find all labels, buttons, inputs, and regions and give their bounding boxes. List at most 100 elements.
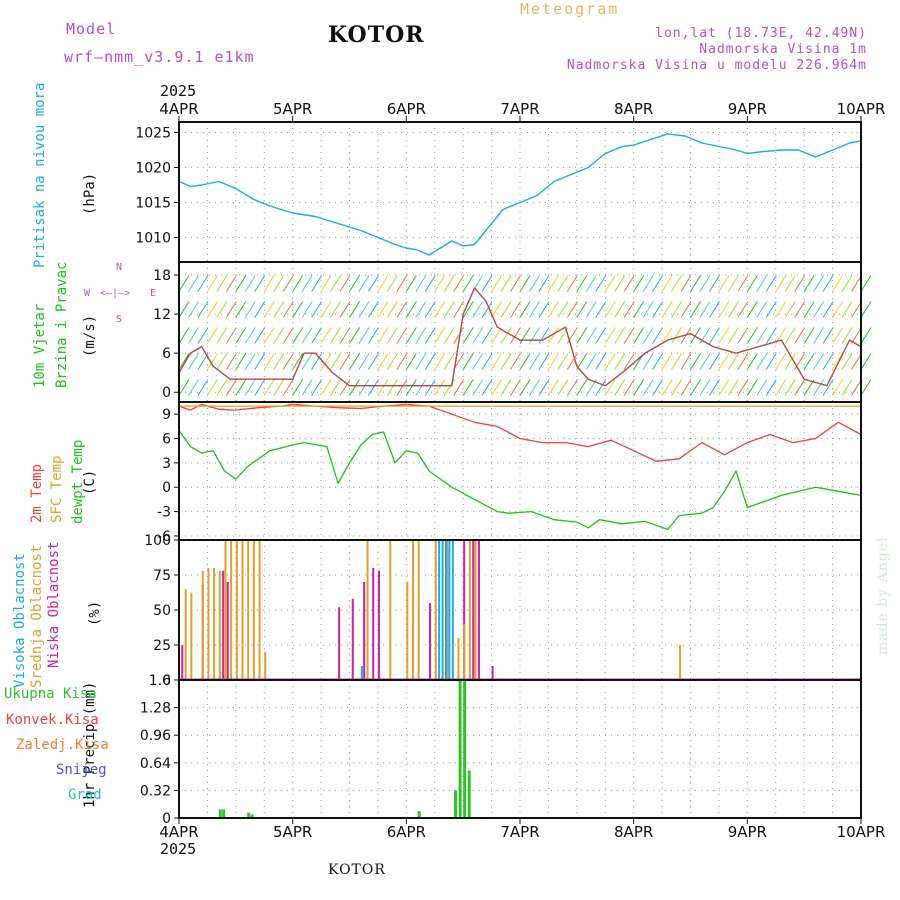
wind-barb (614, 327, 626, 344)
wind-barb (292, 379, 304, 396)
wind-barb (424, 301, 436, 318)
bottom-day-label: 5APR (273, 823, 312, 841)
wind-barb (254, 379, 266, 396)
wind-barb (320, 301, 332, 318)
wind-barb (557, 275, 569, 292)
wind-barb (320, 327, 332, 344)
grid-layer (179, 122, 861, 819)
wind-barb (680, 379, 692, 396)
wind-barb (206, 327, 218, 344)
wind-barb (813, 301, 825, 318)
cloud-mid-bar (457, 638, 460, 680)
precip-ytick-label: 1.28 (140, 701, 171, 717)
precip-ytick-label: 0.64 (140, 756, 171, 772)
wind-barb (661, 353, 673, 370)
wind-barb (491, 353, 503, 370)
wind-barb (263, 301, 275, 318)
wind-barb (188, 327, 199, 344)
wind-barb (472, 301, 484, 318)
wind-barb (434, 379, 446, 396)
wind-barb (330, 379, 341, 396)
precip-total-bar (218, 809, 222, 818)
cloud-high-bar (451, 540, 454, 680)
wind-barb (566, 379, 578, 396)
temp-ytick-label: -6 (157, 529, 171, 545)
precip-ytick-label: 0 (162, 811, 171, 827)
wind-barb (500, 353, 512, 370)
wind-barb (633, 275, 645, 292)
wind-barb (775, 353, 787, 370)
cloud-mid-bar (463, 624, 466, 680)
wind-barb (803, 301, 815, 318)
wind-barb (538, 353, 550, 370)
wind-barb (500, 301, 512, 318)
wind-barb (358, 379, 370, 396)
cloud-ytick-label: 0 (162, 673, 171, 689)
top-day-label: 9APR (728, 100, 767, 118)
cloud-low-bar (363, 582, 366, 680)
wind-barb (547, 301, 559, 318)
wind-barb (737, 353, 749, 370)
wind-barb (775, 275, 787, 292)
wind-barb (680, 301, 692, 318)
wind-barb (623, 275, 635, 292)
wind-barb (813, 327, 825, 344)
wind-barb (453, 327, 465, 344)
wind-barb (746, 301, 758, 318)
precip-ytick-label: 1.6 (149, 673, 171, 689)
wind-barb (709, 301, 720, 318)
wind-barb (282, 353, 294, 370)
wind-barb (254, 301, 266, 318)
wind-barb (405, 327, 417, 344)
wind-barb (529, 301, 540, 318)
cloud-ytick-label: 50 (153, 603, 171, 619)
wind-barb (330, 327, 341, 344)
wind-barb (519, 353, 531, 370)
wind-barb (282, 379, 294, 396)
frame-layer (174, 116, 862, 824)
wind-barb (784, 353, 796, 370)
cloud-low-bar (477, 540, 480, 680)
precip-total-bar (247, 812, 251, 818)
wind-barb (273, 275, 285, 292)
cloud-mid-bar (184, 589, 187, 680)
cloud-low-bar (338, 607, 341, 680)
wind-barb (727, 379, 739, 396)
wind-rose-e: E (150, 288, 157, 299)
precip-legend-freezing: Zaledj.Kisa (16, 737, 109, 753)
wind-barb (727, 327, 739, 344)
cloud-mid-bar (207, 568, 210, 680)
wind-barb (510, 275, 521, 292)
wind-barb (718, 301, 730, 318)
wind-barb (225, 301, 237, 318)
wind-barb (178, 301, 190, 318)
wind-barb (424, 327, 436, 344)
wind-barb (652, 379, 664, 396)
wind-barb (311, 275, 323, 292)
product-title: Meteogram (520, 0, 620, 18)
pressure-ytick-label: 1025 (135, 126, 171, 142)
wind-barb (851, 379, 862, 396)
wind-barb (765, 275, 777, 292)
top-day-label: 4APR (159, 100, 198, 118)
cloud-mid-bar (412, 540, 415, 680)
wind-barb (235, 275, 247, 292)
elevation-info: Nadmorska Visina 1m (699, 42, 867, 57)
wind-barb (813, 379, 825, 396)
wind-barb (690, 327, 701, 344)
wind-barb (216, 275, 228, 292)
wind-ytick-label: 0 (162, 385, 171, 401)
wind-barb (396, 275, 408, 292)
wind-barb (453, 275, 465, 292)
wind-barb (197, 301, 209, 318)
wind-barb (519, 327, 531, 344)
cloud-mid-bar (474, 540, 477, 680)
wind-barb (453, 379, 465, 396)
wind-barb (614, 379, 626, 396)
wind-barb (699, 353, 711, 370)
wind-barb (803, 275, 815, 292)
wind-barb (396, 353, 408, 370)
wind-barb (538, 275, 550, 292)
precip-frame (178, 679, 862, 819)
wind-barb (822, 275, 834, 292)
